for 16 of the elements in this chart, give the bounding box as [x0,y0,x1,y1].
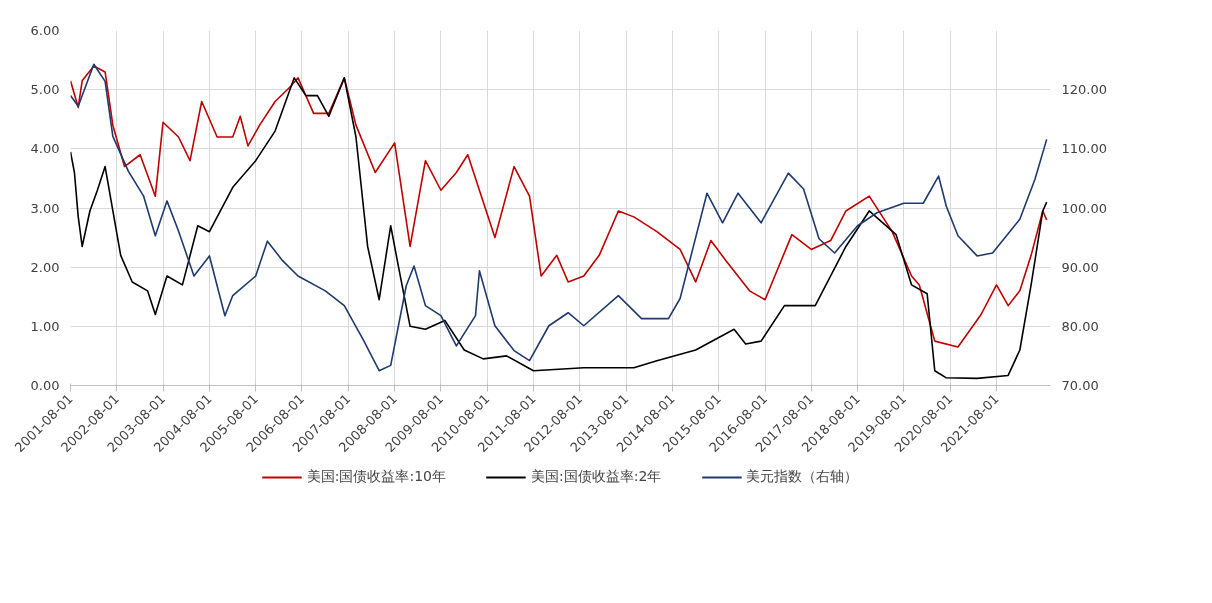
y2-tick-label: 90.00 [1061,259,1099,275]
legend-label: 美元指数（右轴） [746,468,859,486]
y2-tick-label: 100.00 [1061,200,1107,216]
legend-label: 美国:国债收益率:10年 [306,468,446,486]
y-tick-label: 4.00 [30,141,60,157]
y-tick-label: 0.00 [30,378,60,393]
legend-label: 美国:国债收益率:2年 [530,468,662,486]
y-tick-label: 2.00 [30,259,60,275]
y2-tick-label: 80.00 [1061,318,1099,334]
y2-tick-label: 120.00 [1061,82,1107,98]
y-tick-label: 5.00 [30,82,60,98]
y-tick-label: 6.00 [30,23,60,38]
y-tick-label: 1.00 [30,318,60,334]
y2-tick-label: 70.00 [1061,378,1099,393]
y2-tick-label: 110.00 [1061,141,1107,157]
y-tick-label: 3.00 [30,200,60,216]
